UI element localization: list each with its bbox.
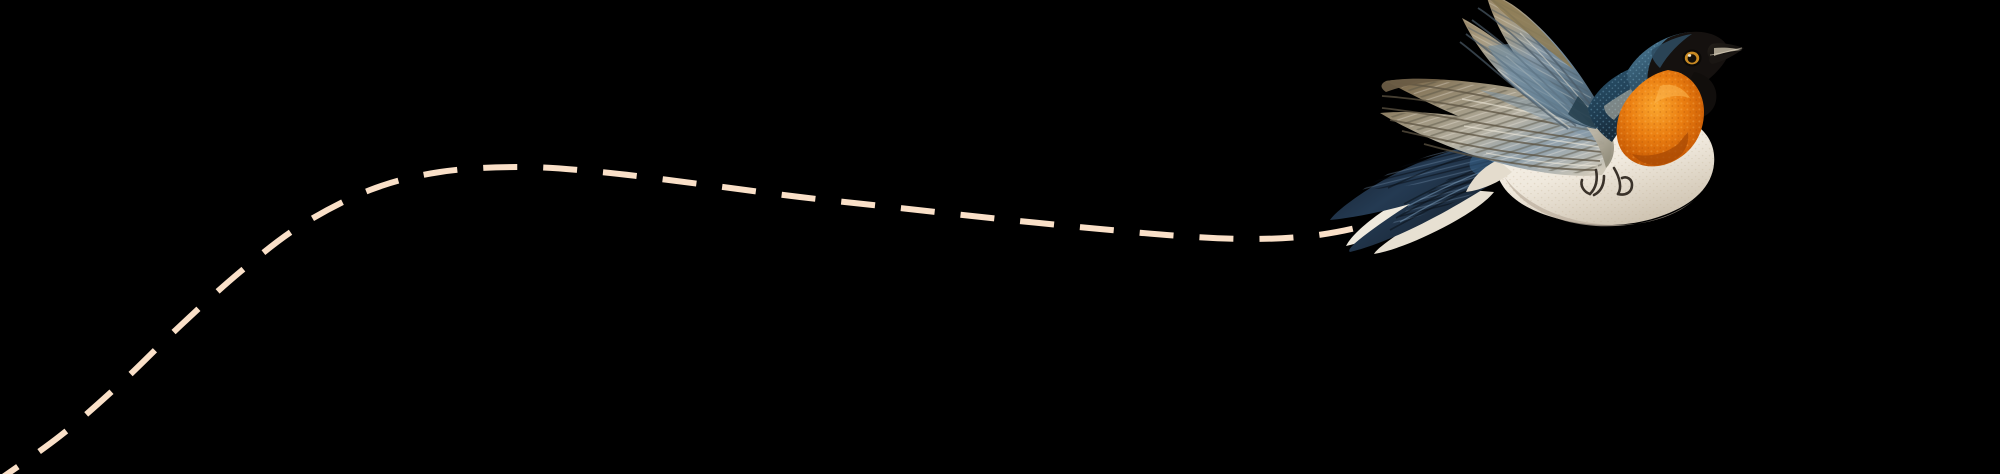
bird-eye [1682,49,1702,67]
dashed-flight-path [1,163,1401,474]
leg-near [1588,168,1599,196]
bird-feet [1580,166,1634,197]
lower-wing-tip [1381,78,1446,92]
tail-white-lower [1374,190,1494,254]
upper-wing-olive-edge [1490,0,1574,70]
upper-wing-base-dark [1568,96,1598,128]
upper-wing-steel-wash [1488,44,1594,128]
leg-far [1612,166,1622,196]
eye-catchlight [1687,54,1692,57]
throat-deep-shadow [1632,132,1689,166]
flying-bird-illustration [1330,0,1744,254]
bird-upper-wing [1459,0,1601,130]
throat-highlight [1654,84,1690,104]
bird-beak [1707,43,1744,64]
toe-extra [1592,174,1606,197]
toes-far [1616,176,1634,196]
toes-near [1580,178,1592,196]
beak-lower [1709,48,1744,64]
undertail-coverts [1466,160,1512,192]
belly-shadow [1504,176,1694,227]
lower-wing-steel-wash [1480,90,1605,145]
lower-wing-pale-coverts [1566,104,1614,168]
beak-gape-line [1709,47,1743,56]
bird-head [1616,31,1744,167]
crown-mask-blend [1651,34,1692,68]
